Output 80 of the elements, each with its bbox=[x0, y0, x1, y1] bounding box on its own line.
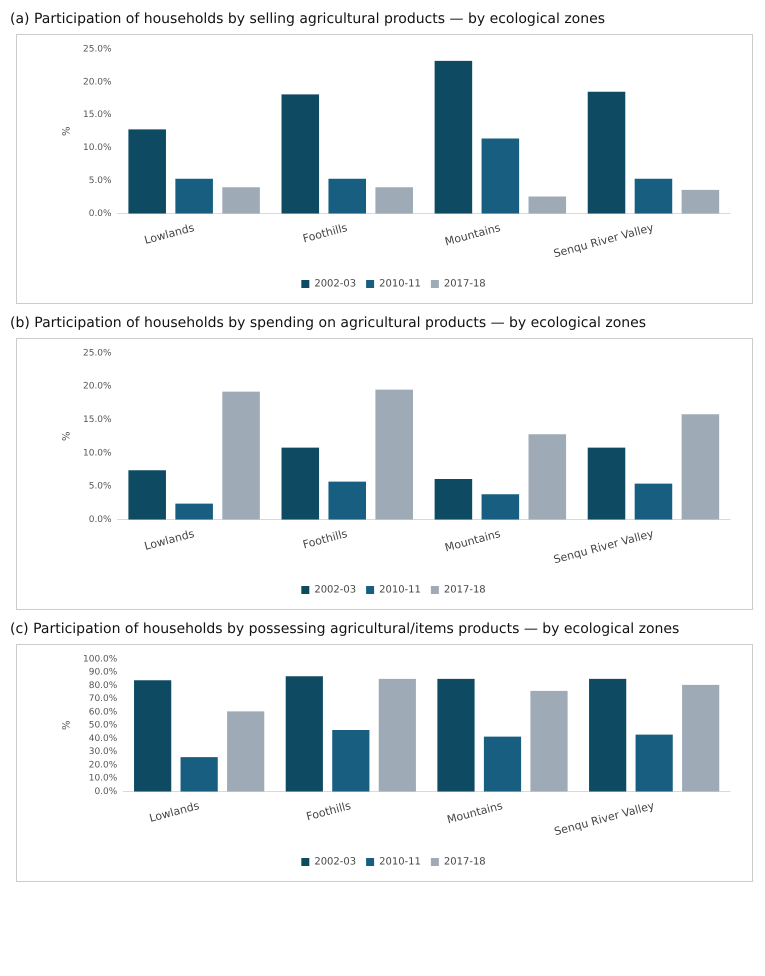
bar bbox=[530, 690, 568, 792]
bar bbox=[437, 678, 475, 792]
bar bbox=[682, 414, 720, 520]
y-axis-title: % bbox=[62, 126, 73, 136]
x-tick-label: Senqu River Valley bbox=[552, 220, 656, 260]
bar bbox=[375, 187, 413, 214]
bar bbox=[434, 60, 472, 214]
bar bbox=[282, 448, 320, 520]
legend-label: 2017-18 bbox=[444, 278, 486, 290]
bar bbox=[328, 482, 366, 520]
bar bbox=[332, 730, 370, 792]
bar bbox=[227, 711, 264, 792]
y-tick-label: 90.0% bbox=[88, 668, 118, 678]
chart-title: (c) Participation of households by possessing agricultural/items products — by ecological zones bbox=[10, 620, 680, 638]
bar bbox=[328, 178, 366, 214]
y-tick-label: 0.0% bbox=[94, 786, 118, 797]
y-tick-label: 20.0% bbox=[82, 382, 112, 392]
y-tick-label: 10.0% bbox=[88, 774, 118, 784]
x-tick-label: Foothills bbox=[304, 799, 353, 824]
bar bbox=[634, 178, 672, 214]
bar bbox=[589, 678, 626, 792]
x-tick-label: Foothills bbox=[301, 527, 350, 552]
bar bbox=[528, 196, 566, 214]
y-axis-title: % bbox=[62, 432, 73, 442]
y-tick-label: 70.0% bbox=[88, 694, 118, 704]
legend-label: 2002-03 bbox=[314, 584, 356, 596]
legend-label: 2010-11 bbox=[379, 278, 421, 290]
legend-label: 2002-03 bbox=[314, 856, 356, 868]
bar bbox=[484, 736, 522, 792]
y-tick-label: 0.0% bbox=[88, 514, 112, 525]
y-tick-label: 20.0% bbox=[82, 77, 112, 88]
y-tick-label: 10.0% bbox=[82, 143, 112, 154]
y-tick-label: 30.0% bbox=[88, 747, 118, 758]
y-tick-label: 15.0% bbox=[82, 110, 112, 120]
chart-title: (b) Participation of households by spending on agricultural products — by ecological zones bbox=[10, 314, 648, 332]
y-tick-label: 0.0% bbox=[88, 208, 112, 219]
y-tick-label: 15.0% bbox=[82, 414, 112, 425]
legend-label: 2017-18 bbox=[444, 856, 486, 868]
bar bbox=[175, 504, 213, 520]
x-tick-label: Senqu River Valley bbox=[552, 526, 656, 566]
bar bbox=[588, 92, 626, 214]
chart-title: (a) Participation of households by selling agricultural products — by ecological zones bbox=[10, 10, 606, 28]
y-tick-label: 25.0% bbox=[82, 44, 112, 54]
bar bbox=[682, 684, 720, 792]
bar bbox=[222, 187, 260, 214]
y-tick-label: 25.0% bbox=[82, 348, 112, 358]
y-axis-title: % bbox=[62, 720, 73, 730]
bar bbox=[375, 390, 413, 520]
bar bbox=[434, 478, 472, 520]
y-tick-label: 100.0% bbox=[82, 654, 118, 664]
bar bbox=[378, 678, 416, 792]
bar bbox=[482, 494, 520, 520]
legend-label: 2017-18 bbox=[444, 584, 486, 596]
x-tick-label: Senqu River Valley bbox=[552, 798, 656, 838]
legend-label: 2010-11 bbox=[379, 856, 421, 868]
bar bbox=[286, 676, 323, 792]
y-tick-label: 20.0% bbox=[88, 760, 118, 770]
bar bbox=[180, 757, 218, 792]
bar bbox=[134, 680, 172, 792]
bar bbox=[588, 448, 626, 520]
legend-label: 2002-03 bbox=[314, 278, 356, 290]
bar bbox=[682, 190, 720, 214]
y-tick-label: 80.0% bbox=[88, 680, 118, 691]
bar bbox=[128, 470, 166, 520]
bar bbox=[528, 434, 566, 520]
y-tick-label: 50.0% bbox=[88, 720, 118, 731]
y-tick-label: 10.0% bbox=[82, 448, 112, 458]
legend-label: 2010-11 bbox=[379, 584, 421, 596]
y-tick-label: 60.0% bbox=[88, 707, 118, 718]
bar bbox=[482, 138, 520, 214]
bar bbox=[222, 392, 260, 520]
bar bbox=[282, 94, 320, 214]
y-tick-label: 5.0% bbox=[88, 176, 112, 186]
bar bbox=[636, 734, 673, 792]
x-tick-label: Foothills bbox=[301, 221, 350, 246]
y-tick-label: 5.0% bbox=[88, 482, 112, 492]
y-tick-label: 40.0% bbox=[88, 734, 118, 744]
bar bbox=[634, 484, 672, 520]
bar bbox=[128, 129, 166, 214]
bar bbox=[175, 178, 213, 214]
